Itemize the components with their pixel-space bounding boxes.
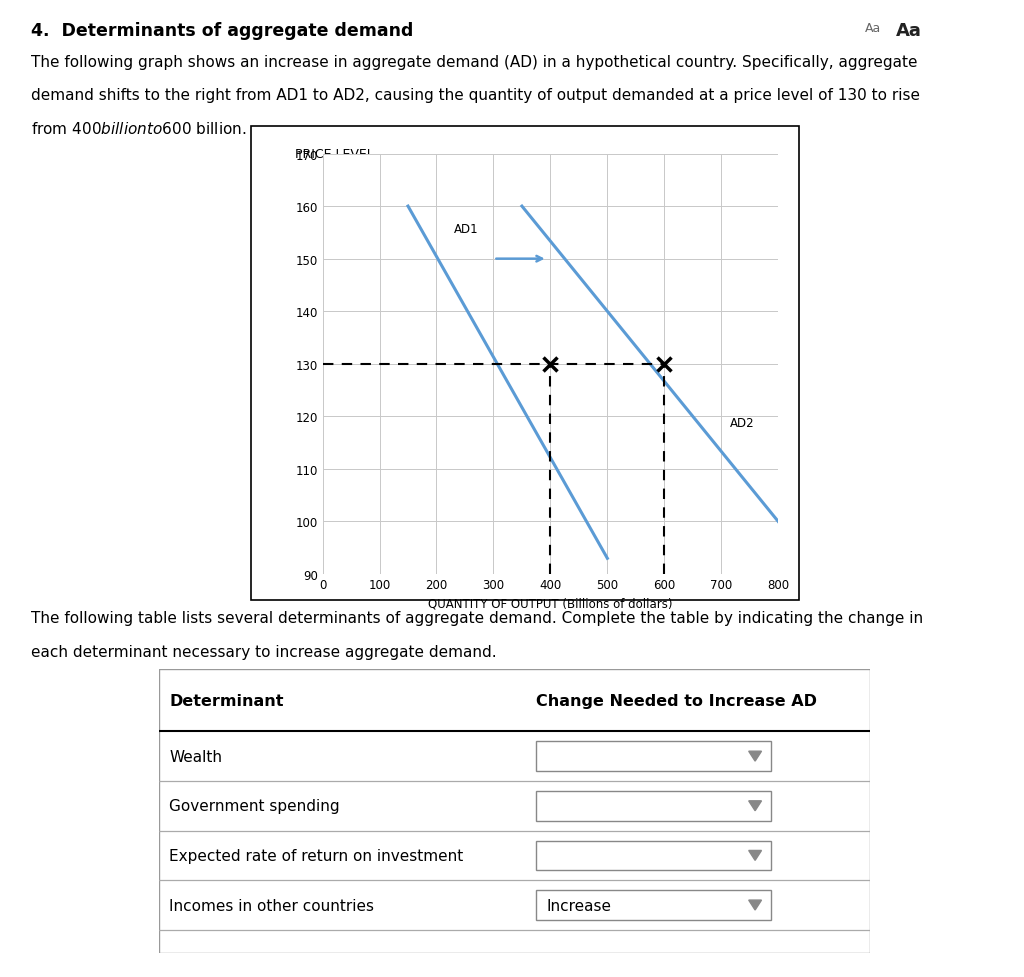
Text: AD2: AD2 xyxy=(730,417,755,430)
Text: Aa: Aa xyxy=(896,21,922,39)
Text: demand shifts to the right from AD1 to AD2, causing the quantity of output deman: demand shifts to the right from AD1 to A… xyxy=(31,88,920,103)
Bar xyxy=(536,791,771,821)
Bar xyxy=(536,840,771,871)
Text: each determinant necessary to increase aggregate demand.: each determinant necessary to increase a… xyxy=(31,644,497,658)
Text: from $400 billion to $600 billion.: from $400 billion to $600 billion. xyxy=(31,121,246,137)
Text: Government spending: Government spending xyxy=(169,798,340,814)
Text: Incomes in other countries: Incomes in other countries xyxy=(169,898,375,913)
X-axis label: QUANTITY OF OUTPUT (Billions of dollars): QUANTITY OF OUTPUT (Billions of dollars) xyxy=(428,597,673,611)
Text: PRICE LEVEL: PRICE LEVEL xyxy=(295,149,374,161)
Bar xyxy=(536,742,771,771)
Text: Expected rate of return on investment: Expected rate of return on investment xyxy=(169,848,464,863)
Text: Increase: Increase xyxy=(547,898,611,913)
Polygon shape xyxy=(749,751,762,761)
Polygon shape xyxy=(749,801,762,811)
Polygon shape xyxy=(749,851,762,861)
Text: 4.  Determinants of aggregate demand: 4. Determinants of aggregate demand xyxy=(31,21,413,39)
Text: Determinant: Determinant xyxy=(169,693,284,708)
Bar xyxy=(536,890,771,920)
Text: Wealth: Wealth xyxy=(169,749,222,764)
Text: Aa: Aa xyxy=(865,21,882,34)
Text: The following graph shows an increase in aggregate demand (AD) in a hypothetical: The following graph shows an increase in… xyxy=(31,55,918,69)
Text: Change Needed to Increase AD: Change Needed to Increase AD xyxy=(536,693,817,708)
Text: The following table lists several determinants of aggregate demand. Complete the: The following table lists several determ… xyxy=(31,611,923,625)
Text: AD1: AD1 xyxy=(454,223,478,235)
Polygon shape xyxy=(749,900,762,911)
